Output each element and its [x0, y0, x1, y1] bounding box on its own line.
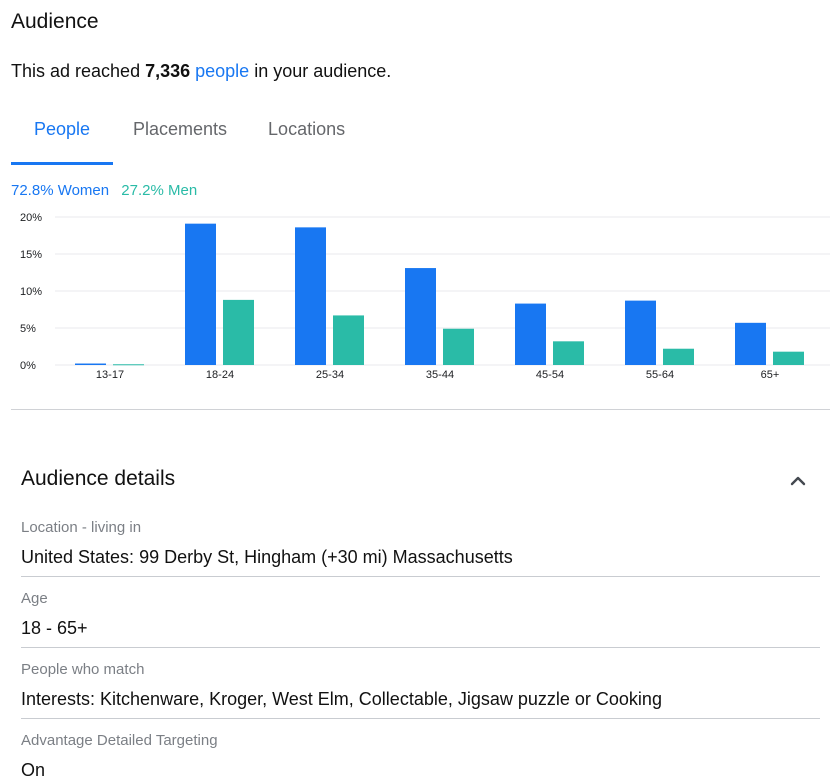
bar-women — [295, 227, 326, 365]
audience-title: Audience — [11, 10, 99, 33]
bar-men — [773, 351, 804, 365]
x-tick-label: 25-34 — [316, 369, 344, 381]
y-tick-label: 20% — [20, 212, 42, 224]
x-tick-label: 13-17 — [96, 369, 124, 381]
y-tick-label: 5% — [20, 323, 36, 335]
row-divider — [21, 647, 820, 648]
detail-label: Age — [21, 590, 48, 607]
x-tick-label: 35-44 — [426, 369, 454, 381]
row-divider — [21, 576, 820, 577]
age-gender-bar-chart: 0% 5% 10% 15% 20% 13-17 18-24 25-34 35-44 45-54 55… — [20, 212, 830, 381]
gender-legend: 72.8% Women 27.2% Men — [11, 182, 197, 199]
detail-value: On — [21, 760, 46, 780]
legend-women: 72.8% Women — [11, 182, 110, 199]
detail-value: Interests: Kitchenware, Kroger, West Elm… — [21, 689, 662, 709]
bar-men — [333, 315, 364, 365]
detail-age: Age 18 - 65+ — [21, 589, 820, 640]
bar-men — [223, 299, 254, 365]
bar-women — [75, 363, 106, 365]
y-tick-label: 0% — [20, 360, 36, 372]
audience-details-title: Audience details — [21, 467, 176, 490]
bar-women — [625, 300, 656, 365]
detail-label: Location - living in — [21, 519, 142, 536]
y-tick-label: 10% — [20, 286, 42, 298]
chart-divider — [11, 409, 830, 410]
bar-men — [663, 348, 694, 365]
audience-tabs: People Placements Locations — [11, 104, 345, 166]
detail-value: 18 - 65+ — [21, 618, 88, 638]
row-divider — [21, 718, 820, 719]
reach-suffix: in your audience. — [249, 61, 392, 81]
x-tick-label: 18-24 — [206, 369, 234, 381]
detail-label: People who match — [21, 661, 145, 678]
tab-people[interactable]: People — [11, 104, 113, 165]
detail-location: Location - living in United States: 99 D… — [21, 518, 820, 569]
people-link[interactable]: people — [195, 61, 250, 81]
x-tick-label: 65+ — [761, 369, 780, 381]
detail-advantage-targeting: Advantage Detailed Targeting On — [21, 731, 820, 782]
tab-locations[interactable]: Locations — [268, 119, 346, 139]
legend-men: 27.2% Men — [121, 182, 198, 199]
reach-count: 7,336 — [145, 61, 191, 81]
bar-men — [553, 341, 584, 365]
bar-women — [405, 268, 436, 365]
bar-women — [185, 223, 216, 365]
x-tick-label: 55-64 — [646, 369, 674, 381]
chevron-up-icon[interactable] — [787, 470, 809, 492]
detail-value: United States: 99 Derby St, Hingham (+30… — [21, 547, 513, 567]
tab-placements[interactable]: Placements — [133, 119, 228, 139]
bar-men — [113, 364, 144, 366]
reach-prefix: This ad reached — [11, 61, 146, 81]
bar-women — [515, 303, 546, 365]
bar-women — [735, 322, 766, 365]
reach-summary: This ad reached 7,336 people in your aud… — [11, 61, 391, 82]
bar-men — [443, 328, 474, 365]
detail-interests: People who match Interests: Kitchenware,… — [21, 660, 820, 711]
detail-label: Advantage Detailed Targeting — [21, 732, 218, 749]
y-tick-label: 15% — [20, 249, 42, 261]
x-tick-label: 45-54 — [536, 369, 564, 381]
